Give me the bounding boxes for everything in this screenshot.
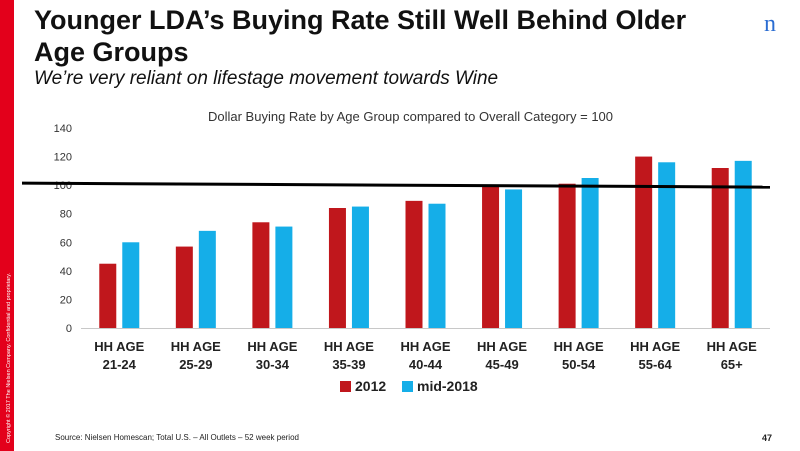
x-tick-label: HH AGE (400, 339, 450, 354)
slide-subtitle: We’re very reliant on lifestage movement… (34, 68, 499, 89)
bar-mid-2018 (658, 162, 676, 328)
legend-label-mid-2018: mid-2018 (417, 378, 478, 394)
legend-swatch-mid-2018 (402, 381, 413, 392)
y-tick-label: 40 (60, 266, 72, 278)
bar-mid-2018 (581, 178, 599, 328)
bar-2012 (99, 263, 117, 328)
bar-mid-2018 (275, 226, 293, 328)
y-tick-label: 20 (60, 294, 72, 306)
y-tick-label: 140 (54, 123, 72, 135)
svg-text:n: n (764, 11, 776, 37)
legend-label-2012: 2012 (355, 378, 386, 394)
x-tick-label: HH AGE (554, 339, 604, 354)
bar-2012 (252, 222, 270, 328)
x-tick-label: 35-39 (332, 357, 365, 372)
brand-strip (0, 0, 14, 451)
y-tick-label: 120 (54, 152, 72, 164)
x-tick-label: HH AGE (247, 339, 297, 354)
nielsen-logo-icon: n (764, 11, 776, 37)
legend-swatch-2012 (340, 381, 351, 392)
bar-2012 (175, 246, 193, 328)
bar-2012 (558, 183, 576, 328)
bar-mid-2018 (505, 189, 523, 328)
slide-title: Younger LDA’s Buying Rate Still Well Beh… (34, 5, 687, 67)
page-number: 47 (762, 433, 773, 443)
bar-mid-2018 (351, 206, 369, 328)
x-tick-label: 25-29 (179, 357, 212, 372)
y-tick-label: 80 (60, 209, 72, 221)
bar-2012 (328, 208, 346, 328)
bar-2012 (405, 200, 423, 328)
reference-line (21, 181, 771, 189)
x-tick-label: 45-49 (485, 357, 518, 372)
bar-2012 (711, 168, 729, 328)
x-tick-label: 65+ (721, 357, 743, 372)
x-tick-label: HH AGE (630, 339, 680, 354)
bar-2012 (482, 186, 500, 328)
bar-mid-2018 (198, 230, 216, 328)
x-tick-label: HH AGE (171, 339, 221, 354)
bar-mid-2018 (428, 203, 446, 328)
y-tick-label: 0 (66, 323, 72, 335)
x-tick-label: 55-64 (639, 357, 673, 372)
x-tick-label: HH AGE (707, 339, 757, 354)
source-note: Source: Nielsen Homescan; Total U.S. – A… (55, 433, 299, 442)
x-tick-label: 30-34 (256, 357, 290, 372)
x-tick-label: HH AGE (324, 339, 374, 354)
y-tick-label: 60 (60, 237, 72, 249)
x-tick-label: 40-44 (409, 357, 443, 372)
x-tick-label: 21-24 (103, 357, 137, 372)
bar-2012 (635, 156, 653, 328)
x-tick-label: 50-54 (562, 357, 596, 372)
chart-title: Dollar Buying Rate by Age Group compared… (208, 109, 613, 124)
x-tick-label: HH AGE (94, 339, 144, 354)
bar-mid-2018 (734, 160, 752, 328)
x-tick-label: HH AGE (477, 339, 527, 354)
bar-mid-2018 (122, 242, 140, 328)
